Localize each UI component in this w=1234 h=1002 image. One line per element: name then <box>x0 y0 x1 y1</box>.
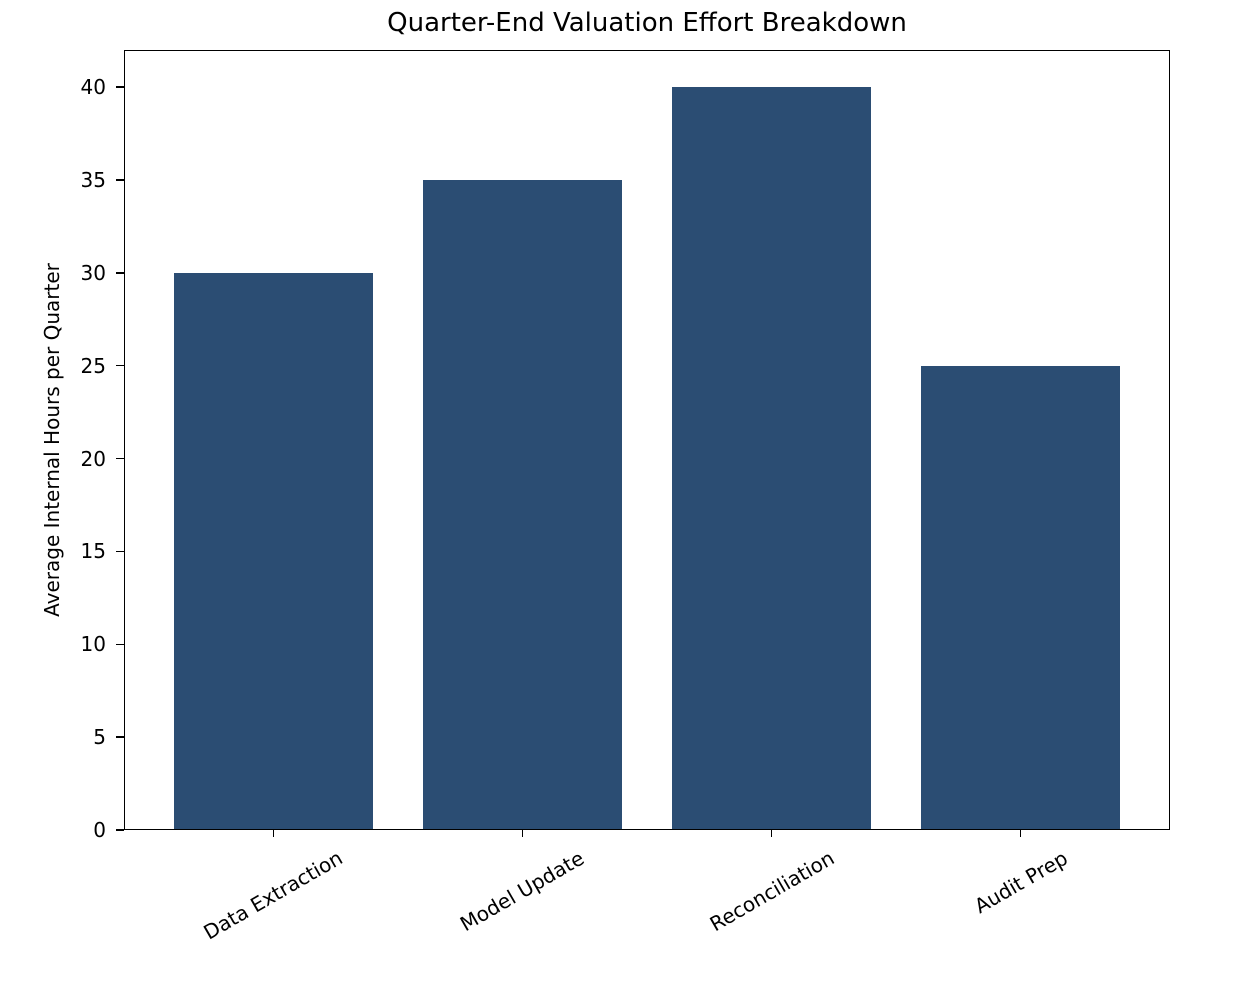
y-tick-label: 40 <box>80 75 106 100</box>
y-tick-label: 5 <box>93 725 106 750</box>
y-tick-label: 10 <box>80 632 106 657</box>
y-tick-mark <box>116 736 124 738</box>
y-tick-mark <box>116 643 124 646</box>
y-tick-mark <box>116 179 124 181</box>
y-tick-mark <box>116 272 124 274</box>
y-tick-label: 0 <box>93 818 106 842</box>
x-tick-mark <box>1019 830 1022 837</box>
y-tick-mark <box>116 457 124 460</box>
y-tick-mark <box>116 364 124 367</box>
x-tick-label: Audit Prep <box>969 845 1072 919</box>
x-tick-mark <box>770 830 773 837</box>
bar-model-update <box>422 180 623 830</box>
x-tick-label: Data Extraction <box>199 845 348 945</box>
y-tick-label: 35 <box>80 168 106 192</box>
x-tick-label: Model Update <box>456 845 589 937</box>
chart-title: Quarter-End Valuation Effort Breakdown <box>387 8 907 38</box>
y-tick-mark <box>116 829 124 831</box>
bar-reconciliation <box>671 87 872 830</box>
y-tick-label: 15 <box>80 539 106 564</box>
x-tick-mark <box>521 830 524 837</box>
bar-data-extraction <box>173 272 374 830</box>
bar-audit-prep <box>920 365 1121 830</box>
y-tick-mark <box>116 86 124 88</box>
y-tick-mark <box>116 550 124 553</box>
y-tick-label: 30 <box>80 260 106 285</box>
y-tick-label: 25 <box>80 353 106 378</box>
x-tick-label: Reconciliation <box>705 845 838 937</box>
x-tick-mark <box>272 830 275 837</box>
y-tick-label: 20 <box>80 446 106 471</box>
